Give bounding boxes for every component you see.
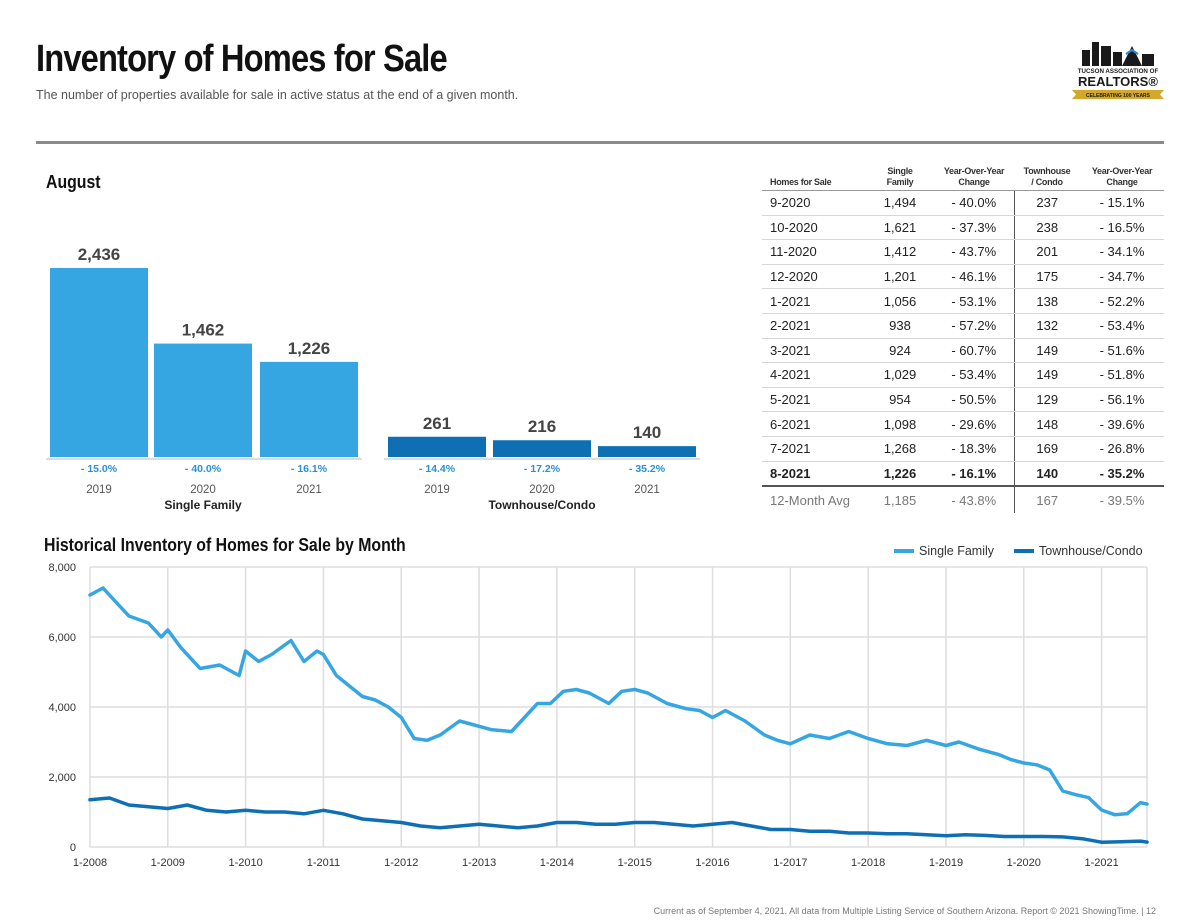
header-rule — [36, 141, 1164, 144]
bar-category-label: 2019 — [86, 484, 112, 496]
legend-label: Townhouse/Condo — [1039, 544, 1143, 558]
bar-0-2 — [260, 361, 358, 457]
bar-group-label: Townhouse/Condo — [488, 498, 595, 512]
bar-value-label: 2,436 — [78, 245, 121, 264]
x-tick-label: 1-2009 — [151, 857, 185, 869]
table-row: 3-2021 924- 60.7% 149- 51.6% — [762, 338, 1164, 364]
x-tick-label: 1-2013 — [462, 857, 496, 869]
bar-category-label: 2020 — [190, 484, 216, 496]
bar-value-label: 140 — [633, 423, 661, 442]
table-row: 2-2021 938- 57.2% 132- 53.4% — [762, 313, 1164, 339]
august-bar-chart: 2,436 - 15.0% 2019 1,462 - 40.0% 2020 1,226 - 1… — [46, 245, 700, 512]
historical-title: Historical Inventory of Homes for Sale b… — [44, 535, 406, 555]
x-tick-label: 1-2021 — [1084, 857, 1118, 869]
footer-text: Current as of September 4, 2021. All dat… — [653, 906, 1156, 916]
table-row-average: 12-Month Avg 1,185- 43.8% 167- 39.5% — [762, 486, 1164, 514]
bar-change-label: - 40.0% — [185, 463, 222, 475]
bar-value-label: 216 — [528, 417, 556, 436]
bar-change-label: - 17.2% — [524, 463, 561, 475]
bar-category-label: 2019 — [424, 484, 450, 496]
x-tick-label: 1-2019 — [929, 857, 963, 869]
bar-category-label: 2021 — [634, 484, 660, 496]
realtors-logo: TUCSON ASSOCIATION OF REALTORS® CELEBRAT… — [1072, 42, 1164, 99]
series-line-1 — [88, 796, 1149, 844]
bar-change-label: - 16.1% — [291, 463, 328, 475]
header-single-family: Single Family — [866, 164, 934, 191]
x-tick-label: 1-2016 — [695, 857, 729, 869]
table-row: 11-2020 1,412- 43.7% 201- 34.1% — [762, 239, 1164, 265]
header-single-yoy: Year-Over-Year Change — [934, 164, 1014, 191]
table-row: 7-2021 1,268- 18.3% 169- 26.8% — [762, 436, 1164, 462]
bar-change-label: - 35.2% — [629, 463, 666, 475]
x-tick-label: 1-2014 — [540, 857, 574, 869]
table-row-current: 8-2021 1,226- 16.1% 140- 35.2% — [762, 461, 1164, 488]
legend-label: Single Family — [919, 544, 995, 558]
series-line-0 — [88, 586, 1149, 817]
table-row: 6-2021 1,098- 29.6% 148- 39.6% — [762, 411, 1164, 437]
y-tick-label: 6,000 — [48, 632, 76, 644]
table-row: 12-2020 1,201- 46.1% 175- 34.7% — [762, 264, 1164, 290]
logo-ribbon — [1072, 90, 1164, 99]
bar-1-0 — [388, 436, 486, 457]
page-title: Inventory of Homes for Sale — [36, 38, 448, 80]
y-tick-label: 4,000 — [48, 702, 76, 714]
logo-line1: TUCSON ASSOCIATION OF — [1078, 68, 1159, 75]
x-tick-label: 1-2012 — [384, 857, 418, 869]
table-header-row: Homes for Sale Single Family Year-Over-Ye… — [762, 164, 1164, 191]
august-title: August — [46, 172, 101, 192]
logo-line2: REALTORS® — [1078, 74, 1158, 89]
x-tick-label: 1-2018 — [851, 857, 885, 869]
x-tick-label: 1-2017 — [773, 857, 807, 869]
x-tick-label: 1-2011 — [307, 857, 340, 869]
skyline-icon — [1082, 42, 1154, 66]
bar-0-0 — [50, 268, 148, 457]
y-tick-label: 8,000 — [48, 562, 76, 574]
table-row: 1-2021 1,056- 53.1% 138- 52.2% — [762, 288, 1164, 314]
header-townhouse: Townhouse / Condo — [1014, 164, 1080, 191]
bar-value-label: 1,226 — [288, 339, 331, 358]
table-row: 4-2021 1,029- 53.4% 149- 51.8% — [762, 362, 1164, 388]
x-tick-label: 1-2015 — [618, 857, 652, 869]
bar-category-label: 2021 — [296, 484, 322, 496]
x-tick-label: 1-2010 — [228, 857, 262, 869]
x-tick-label: 1-2008 — [73, 857, 107, 869]
table-row: 9-2020 1,494- 40.0% 237- 15.1% — [762, 190, 1164, 216]
logo-ribbon-text: CELEBRATING 100 YEARS — [1086, 93, 1151, 99]
header-townhouse-yoy: Year-Over-Year Change — [1080, 164, 1164, 191]
table-row: 10-2020 1,621- 37.3% 238- 16.5% — [762, 215, 1164, 241]
historical-line-chart: 1-2008 1-2009 1-2010 1-2011 1-2012 1-2013 1-20… — [48, 544, 1149, 869]
bar-group-label: Single Family — [164, 498, 242, 512]
page-subtitle: The number of properties available for s… — [36, 88, 519, 102]
bar-1-1 — [493, 440, 591, 457]
bar-value-label: 261 — [423, 414, 451, 433]
x-tick-label: 1-2020 — [1007, 857, 1041, 869]
header-homes-for-sale: Homes for Sale — [762, 164, 866, 191]
bar-change-label: - 14.4% — [419, 463, 456, 475]
y-tick-label: 0 — [70, 842, 76, 854]
bar-0-1 — [154, 343, 252, 457]
table-row: 5-2021 954- 50.5% 129- 56.1% — [762, 387, 1164, 413]
y-tick-label: 2,000 — [48, 772, 76, 784]
bar-value-label: 1,462 — [182, 321, 225, 340]
bar-change-label: - 15.0% — [81, 463, 118, 475]
bar-category-label: 2020 — [529, 484, 555, 496]
bar-1-2 — [598, 446, 696, 457]
inventory-table: Homes for Sale Single Family Year-Over-Ye… — [762, 164, 1164, 514]
